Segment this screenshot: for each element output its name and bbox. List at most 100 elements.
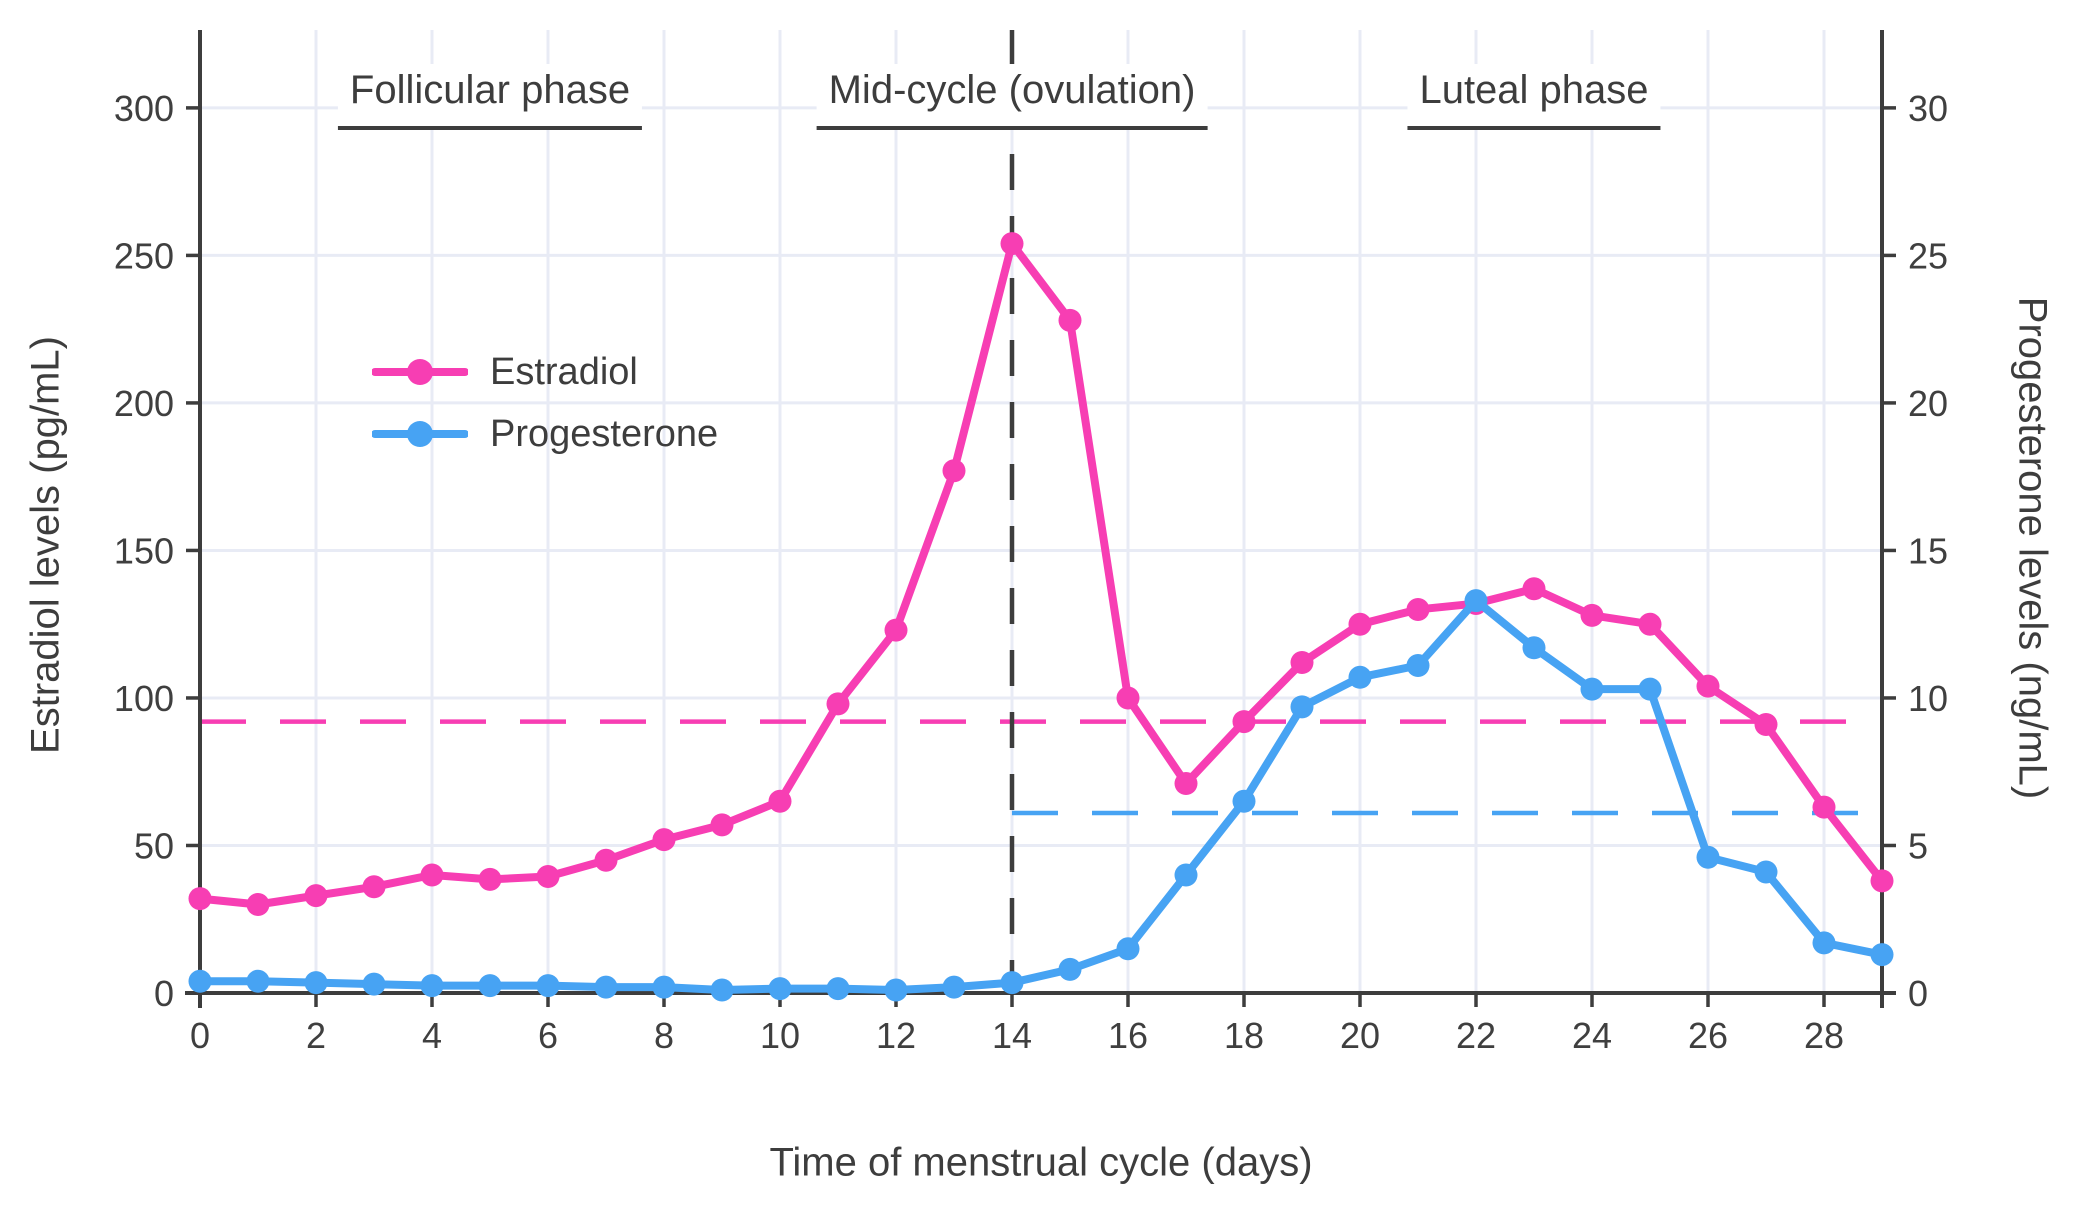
x-tick-label: 14: [992, 1015, 1032, 1056]
estradiol-point: [1348, 612, 1372, 636]
estradiol-point: [942, 459, 966, 483]
right-tick-label: 30: [1908, 88, 1948, 129]
right-tick-label: 25: [1908, 235, 1948, 276]
phase-label-follicular: Follicular phase: [337, 64, 643, 130]
legend-entry-estradiol: Estradiol: [372, 349, 718, 395]
estradiol-point: [1522, 577, 1546, 601]
progesterone-point: [710, 978, 734, 1002]
estradiol-point: [768, 789, 792, 813]
legend-entry-progesterone: Progesterone: [372, 411, 718, 457]
x-tick-label: 18: [1224, 1015, 1264, 1056]
x-tick-label: 12: [876, 1015, 916, 1056]
progesterone-point: [246, 969, 270, 993]
progesterone-point: [652, 975, 676, 999]
progesterone-point: [1754, 860, 1778, 884]
x-tick-label: 28: [1804, 1015, 1844, 1056]
x-tick-label: 20: [1340, 1015, 1380, 1056]
x-tick-label: 6: [538, 1015, 558, 1056]
estradiol-point: [420, 863, 444, 887]
estradiol-point: [1580, 603, 1604, 627]
estradiol-point: [246, 892, 270, 916]
progesterone-point: [1000, 971, 1024, 995]
x-tick-label: 2: [306, 1015, 326, 1056]
progesterone-point: [420, 974, 444, 998]
progesterone-point: [1522, 636, 1546, 660]
estradiol-point: [1116, 686, 1140, 710]
reference-lines: [200, 30, 1882, 993]
estradiol-point: [1638, 612, 1662, 636]
estradiol-point: [1058, 308, 1082, 332]
left-tick-label: 200: [114, 383, 174, 424]
x-tick-label: 24: [1572, 1015, 1612, 1056]
legend: Estradiol Progesterone: [372, 349, 718, 473]
estradiol-point: [1000, 232, 1024, 256]
progesterone-point: [188, 969, 212, 993]
progesterone-point: [1232, 789, 1256, 813]
left-tick-label: 0: [154, 973, 174, 1014]
left-tick-label: 100: [114, 678, 174, 719]
progesterone-point: [536, 974, 560, 998]
progesterone-point: [1348, 665, 1372, 689]
estradiol-point: [710, 813, 734, 837]
progesterone-point: [1464, 589, 1488, 613]
estradiol-point: [188, 887, 212, 911]
x-tick-label: 26: [1688, 1015, 1728, 1056]
progesterone-point: [1638, 677, 1662, 701]
estradiol-point: [1406, 597, 1430, 621]
progesterone-point: [826, 977, 850, 1001]
estradiol-point: [536, 864, 560, 888]
estradiol-point: [884, 618, 908, 642]
progesterone-point: [942, 975, 966, 999]
estradiol-point: [594, 848, 618, 872]
right-tick-label: 5: [1908, 825, 1928, 866]
left-y-axis-title: Estradiol levels (pg/mL): [23, 336, 68, 754]
progesterone-point: [1290, 695, 1314, 719]
estradiol-point: [362, 875, 386, 899]
progesterone-series: [188, 589, 1894, 1002]
progesterone-point: [1812, 931, 1836, 955]
right-tick-label: 10: [1908, 678, 1948, 719]
left-tick-label: 50: [134, 825, 174, 866]
estradiol-point: [826, 692, 850, 716]
left-tick-label: 300: [114, 88, 174, 129]
progesterone-point: [1696, 845, 1720, 869]
estradiol-point: [304, 884, 328, 908]
progesterone-point: [478, 974, 502, 998]
progesterone-point: [1174, 863, 1198, 887]
left-tick-label: 150: [114, 530, 174, 571]
estradiol-point: [1232, 710, 1256, 734]
legend-label-progesterone: Progesterone: [490, 412, 719, 455]
estradiol-line: [196, 239, 1886, 909]
progesterone-point: [884, 978, 908, 1002]
x-tick-label: 8: [654, 1015, 674, 1056]
x-axis-title: Time of menstrual cycle (days): [769, 1140, 1313, 1185]
estradiol-point: [1174, 772, 1198, 796]
x-tick-label: 10: [760, 1015, 800, 1056]
right-tick-label: 20: [1908, 383, 1948, 424]
progesterone-point: [1580, 677, 1604, 701]
x-tick-label: 0: [190, 1015, 210, 1056]
estradiol-point: [1754, 713, 1778, 737]
progesterone-point: [362, 972, 386, 996]
left-tick-label: 250: [114, 235, 174, 276]
progesterone-point: [304, 971, 328, 995]
estradiol-line-marker: [372, 359, 468, 385]
progesterone-point: [594, 975, 618, 999]
progesterone-point: [768, 977, 792, 1001]
x-tick-label: 4: [422, 1015, 442, 1056]
estradiol-point: [1696, 674, 1720, 698]
estradiol-point: [478, 867, 502, 891]
phase-label-midcycle: Mid-cycle (ovulation): [816, 64, 1208, 130]
estradiol-point: [652, 828, 676, 852]
progesterone-line-marker: [372, 421, 468, 447]
gridlines: [198, 30, 1882, 995]
legend-label-estradiol: Estradiol: [490, 350, 638, 393]
x-tick-label: 22: [1456, 1015, 1496, 1056]
right-y-axis-title: Progesterone levels (ng/mL): [2010, 296, 2055, 800]
right-tick-label: 15: [1908, 530, 1948, 571]
estradiol-point: [1870, 869, 1894, 893]
progesterone-point: [1116, 937, 1140, 961]
